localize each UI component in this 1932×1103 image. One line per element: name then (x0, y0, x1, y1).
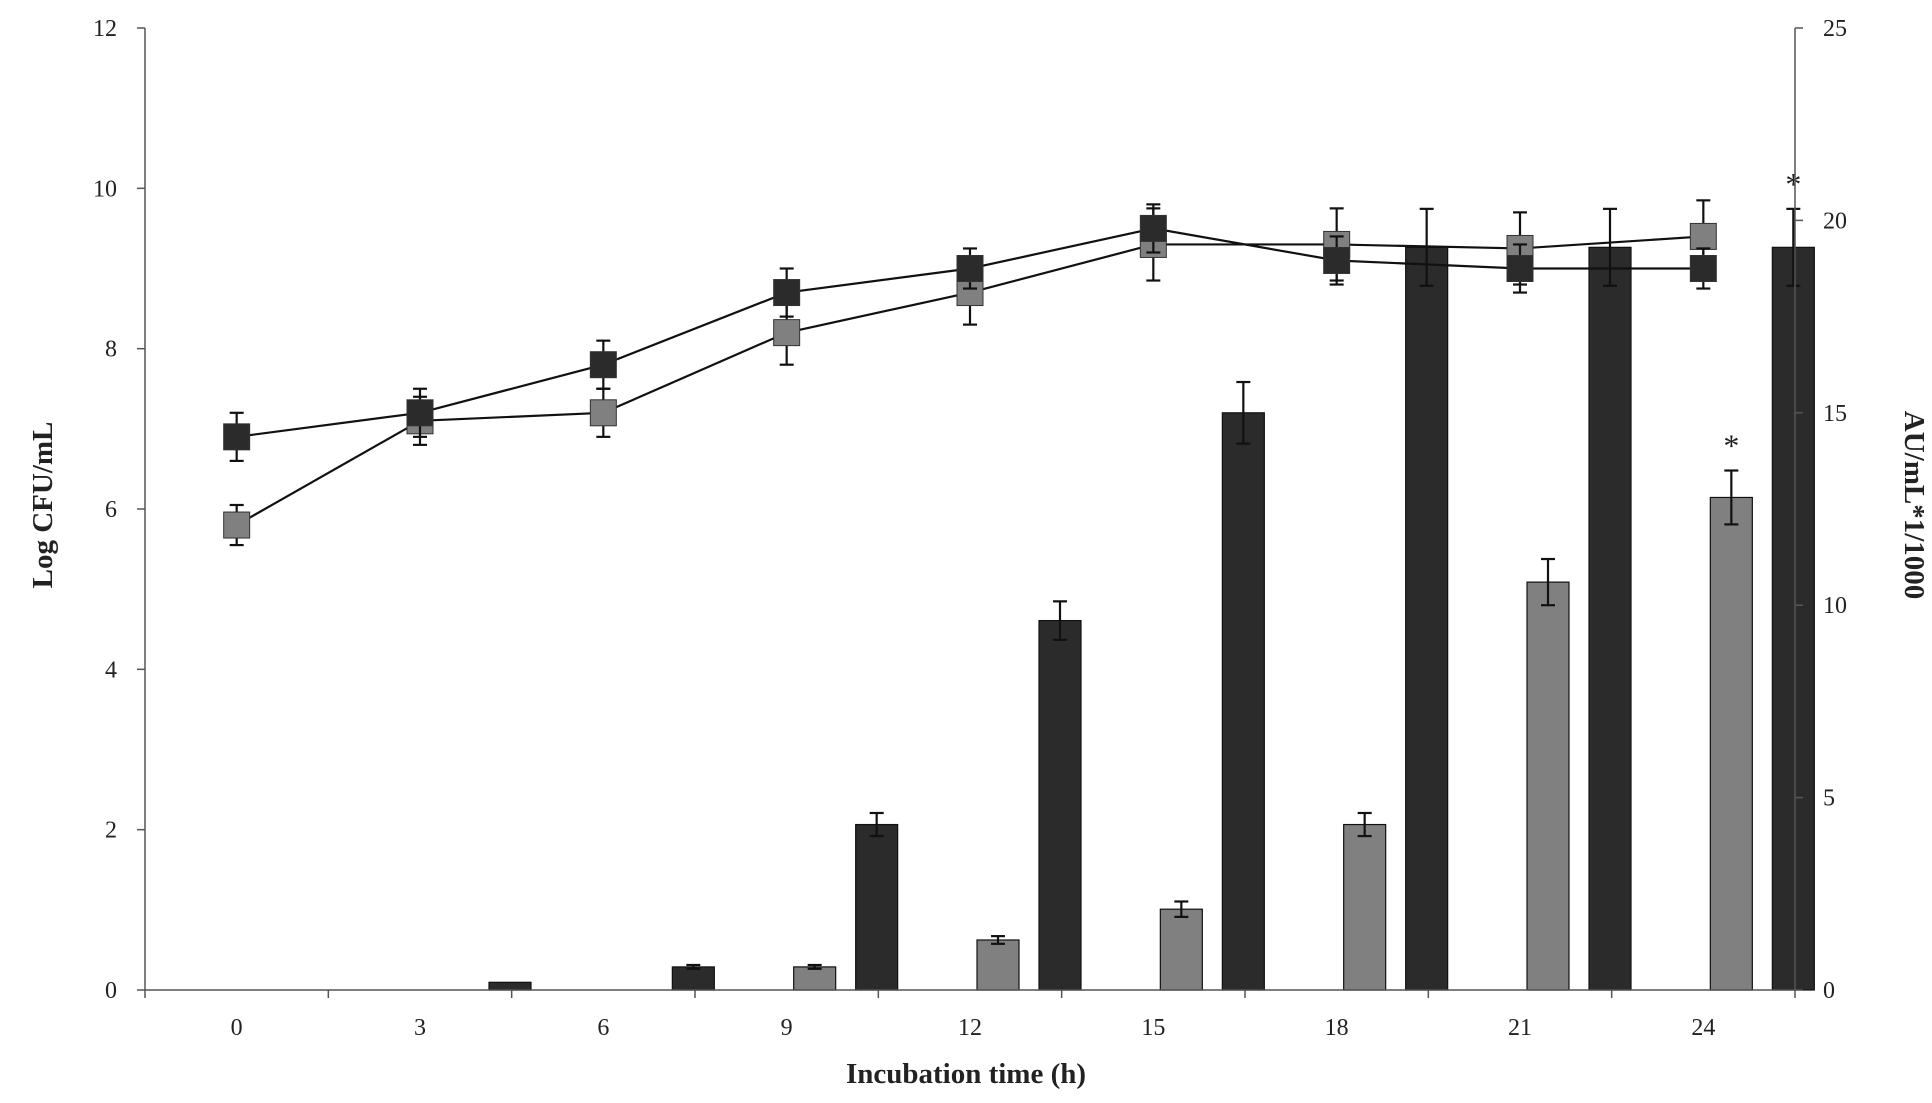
y-right-tick-label: 10 (1823, 593, 1847, 619)
bar-series-2 (1771, 246, 1815, 991)
line-marker-series-2 (1506, 255, 1534, 282)
line-marker-series-2 (1689, 255, 1717, 282)
x-tick-label: 3 (414, 1015, 426, 1041)
y-axis-right-title: AU/mL*1/1000 (1898, 411, 1930, 600)
y-left-tick-label: 6 (105, 497, 117, 523)
y-right-tick-label: 15 (1823, 401, 1847, 427)
line-marker-series-1 (589, 399, 617, 427)
y-left-tick-label: 4 (105, 657, 117, 683)
x-tick-label: 0 (231, 1015, 243, 1041)
y-left-tick-label: 8 (105, 337, 117, 363)
x-tick-label: 21 (1508, 1015, 1532, 1041)
line-marker-series-2 (589, 351, 617, 379)
line-marker-series-1 (223, 511, 251, 539)
y-left-tick-label: 12 (93, 16, 117, 42)
x-tick-label: 24 (1691, 1015, 1715, 1041)
bar-series-2 (488, 981, 532, 991)
y-right-tick-label: 20 (1823, 208, 1847, 234)
x-tick-label: 6 (597, 1015, 609, 1041)
line-marker-series-2 (406, 399, 434, 427)
bar-series-2 (855, 823, 899, 991)
y-right-tick-label: 25 (1823, 16, 1847, 42)
y-left-tick-label: 0 (105, 978, 117, 1004)
bar-series-2 (1221, 412, 1265, 991)
bars-layer (488, 207, 1815, 991)
significance-annotation: * (1723, 428, 1739, 464)
bar-series-1 (1709, 496, 1753, 991)
significance-annotation: * (1785, 166, 1801, 202)
line-marker-series-2 (773, 279, 801, 307)
y-right-tick-label: 5 (1823, 786, 1835, 812)
line-marker-series-1 (1689, 222, 1717, 250)
lines-layer: ** (223, 166, 1801, 547)
x-tick-label: 9 (781, 1015, 793, 1041)
x-axis-title: Incubation time (h) (846, 1058, 1086, 1090)
bar-series-1 (1526, 581, 1570, 991)
y-axis-left-title: Log CFU/mL (27, 422, 59, 589)
y-right-tick-label: 0 (1823, 978, 1835, 1004)
bar-series-1 (1343, 823, 1387, 991)
bar-series-2 (671, 966, 715, 991)
x-tick-label: 15 (1141, 1015, 1165, 1041)
y-left-tick-label: 2 (105, 818, 117, 844)
bar-series-1 (1159, 908, 1203, 991)
bar-series-1 (793, 966, 837, 991)
line-marker-series-1 (773, 319, 801, 347)
y-left-tick-label: 10 (93, 176, 117, 202)
line-marker-series-2 (223, 423, 251, 451)
x-tick-label: 18 (1325, 1015, 1349, 1041)
x-tick-label: 12 (958, 1015, 982, 1041)
line-marker-series-2 (956, 255, 984, 282)
bar-series-2 (1588, 246, 1632, 991)
line-marker-series-2 (1139, 214, 1167, 242)
bar-series-2 (1405, 246, 1449, 991)
line-marker-series-2 (1323, 246, 1351, 274)
bar-series-2 (1038, 619, 1082, 991)
bar-series-1 (976, 939, 1020, 991)
